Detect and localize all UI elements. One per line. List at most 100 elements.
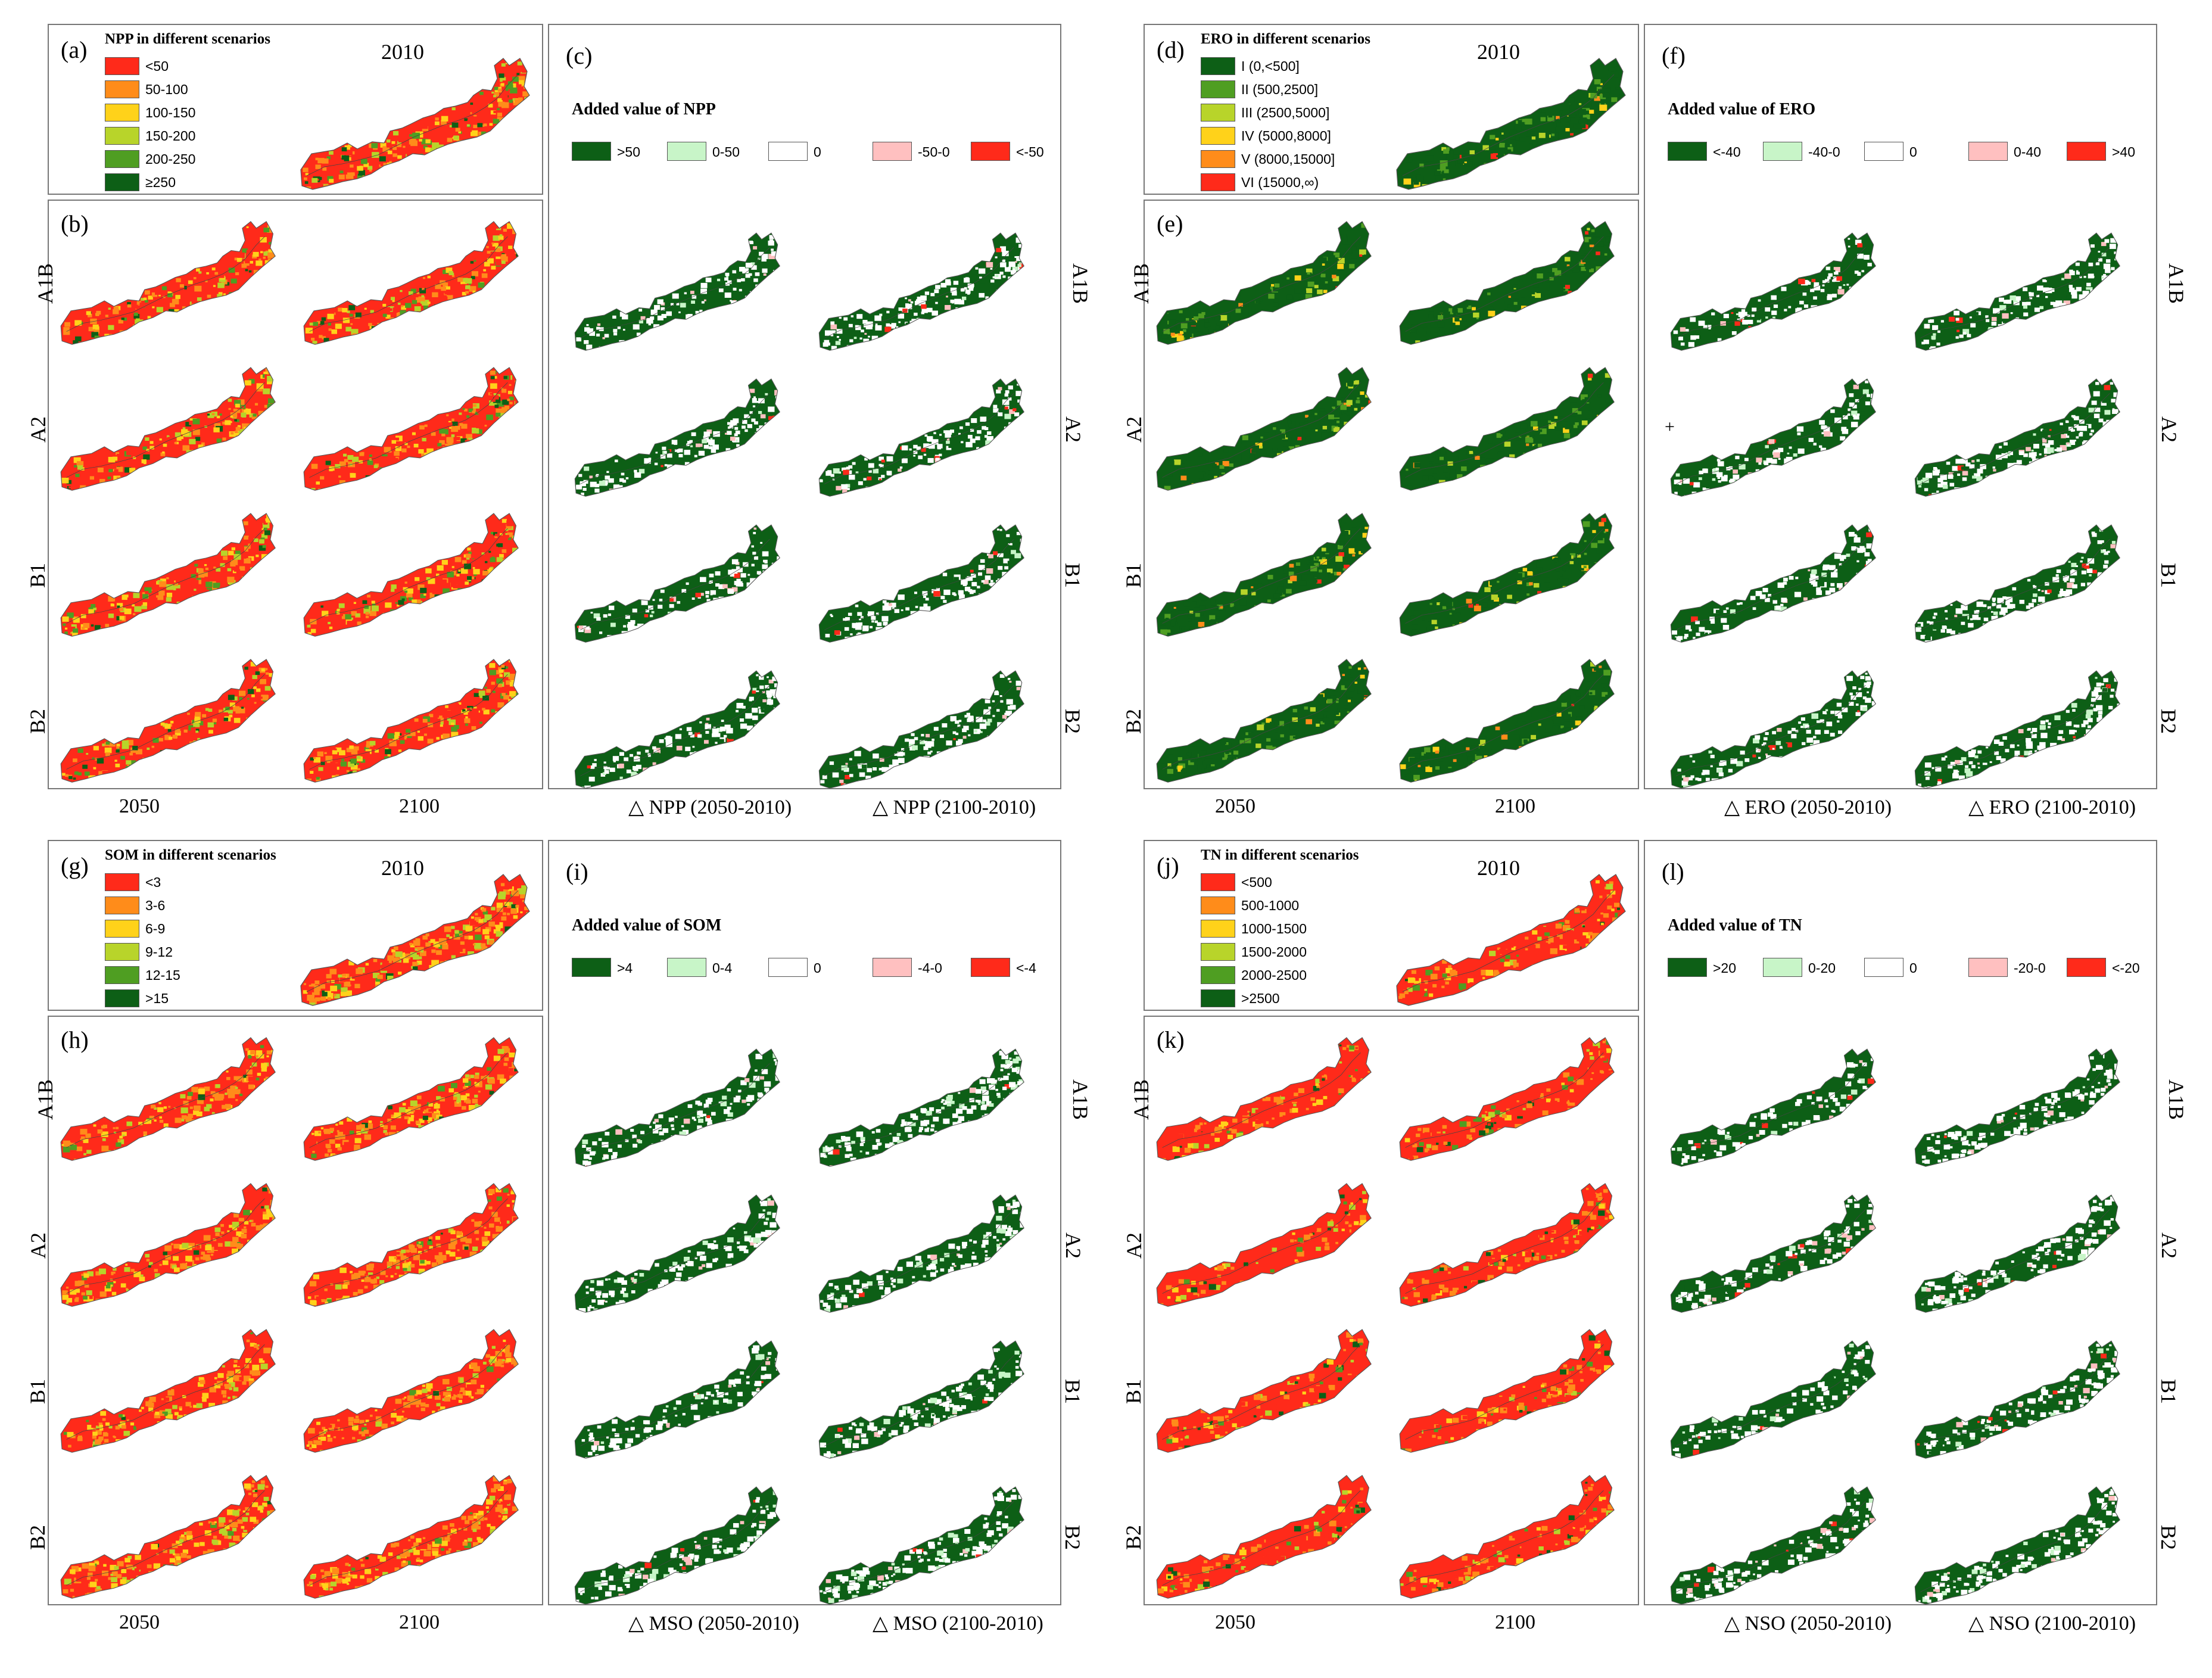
tn-added-title: Added value of TN bbox=[1668, 916, 1802, 935]
tn-added-swatch bbox=[1968, 958, 2008, 977]
npp-added-map-b2-2100 bbox=[818, 670, 1025, 789]
npp-row-label-right-a1b: A1B bbox=[1068, 263, 1093, 304]
npp-added-map-a2-2100 bbox=[818, 378, 1025, 497]
npp-map-b1-2100 bbox=[303, 513, 519, 637]
som-added-map-a1b-2050 bbox=[574, 1048, 781, 1167]
tn-map-a1b-2100 bbox=[1399, 1037, 1615, 1161]
som-map-a2-2050 bbox=[60, 1183, 276, 1307]
tn-legend-swatch bbox=[1201, 920, 1235, 938]
ero-legend-label: IV (5000,8000] bbox=[1241, 128, 1331, 144]
tn-legend-swatch bbox=[1201, 896, 1235, 914]
tn-added-swatch bbox=[2067, 958, 2106, 977]
som-legend-swatch bbox=[105, 873, 139, 891]
som-added-label: 0-4 bbox=[712, 960, 733, 976]
ero-map-a2-2100 bbox=[1399, 367, 1615, 491]
tn-added-label: >20 bbox=[1713, 960, 1737, 976]
ero-map-a1b-2100 bbox=[1399, 221, 1615, 345]
ero-map-a1b-2050 bbox=[1156, 221, 1372, 345]
npp-map-b2-2100 bbox=[303, 659, 519, 783]
ero-row-label-right-b2: B2 bbox=[2157, 708, 2181, 734]
som-map-b1-2050 bbox=[60, 1329, 276, 1453]
tn-map-2010 bbox=[1396, 874, 1626, 1006]
som-row-label-right-b2: B2 bbox=[1061, 1524, 1085, 1551]
tn-legend-label: 500-1000 bbox=[1241, 898, 1300, 913]
ero-added-map-a2-2050 bbox=[1670, 378, 1877, 497]
som-map-2010 bbox=[300, 874, 530, 1006]
tn-legend-swatch bbox=[1201, 943, 1235, 961]
som-added-map-b2-2050 bbox=[574, 1486, 781, 1605]
tn-map-a2-2050 bbox=[1156, 1183, 1372, 1307]
som-added-map-b1-2050 bbox=[574, 1340, 781, 1459]
ero-map-b1-2050 bbox=[1156, 513, 1372, 637]
ero-legend-label: II (500,2500] bbox=[1241, 82, 1319, 97]
som-added-map-b1-2100 bbox=[818, 1340, 1025, 1459]
npp-added-swatch bbox=[667, 142, 706, 161]
tn-legend-swatch bbox=[1201, 873, 1235, 891]
som-row-label-b2: B2 bbox=[26, 1524, 50, 1551]
som-bottom-delta-2100: △ MSO (2100-2010) bbox=[873, 1612, 1043, 1635]
npp-legend-swatch bbox=[105, 57, 139, 75]
npp-legend-swatch bbox=[105, 150, 139, 168]
npp-map-a1b-2100 bbox=[303, 221, 519, 345]
npp-added-swatch bbox=[971, 142, 1010, 161]
ero-legend-swatch bbox=[1201, 57, 1235, 75]
tn-row-label-right-b2: B2 bbox=[2157, 1524, 2181, 1551]
npp-label-b: (b) bbox=[61, 210, 89, 237]
som-legend-title: SOM in different scenarios bbox=[105, 847, 276, 863]
npp-added-label: <-50 bbox=[1016, 144, 1044, 160]
ero-bottom-2050: 2050 bbox=[1215, 795, 1255, 817]
som-row-label-right-a1b: A1B bbox=[1068, 1079, 1093, 1120]
som-map-a2-2100 bbox=[303, 1183, 519, 1307]
tn-added-map-a2-2050 bbox=[1670, 1194, 1877, 1313]
ero-added-swatch bbox=[1763, 142, 1802, 161]
ero-legend-title: ERO in different scenarios bbox=[1201, 31, 1370, 47]
tn-bottom-delta-2100: △ NSO (2100-2010) bbox=[1968, 1612, 2136, 1635]
tn-bottom-delta-2050: △ NSO (2050-2010) bbox=[1724, 1612, 1892, 1635]
tn-map-b1-2050 bbox=[1156, 1329, 1372, 1453]
tn-added-map-b1-2050 bbox=[1670, 1340, 1877, 1459]
tn-row-label-a2: A2 bbox=[1122, 1232, 1146, 1259]
som-legend-swatch bbox=[105, 920, 139, 938]
npp-row-label-right-b1: B1 bbox=[1061, 562, 1085, 589]
som-added-swatch bbox=[873, 958, 912, 977]
ero-base-year: 2010 bbox=[1477, 40, 1520, 64]
npp-map-b1-2050 bbox=[60, 513, 276, 637]
npp-added-label: >50 bbox=[617, 144, 641, 160]
npp-bottom-delta-2050: △ NPP (2050-2010) bbox=[628, 796, 792, 818]
ero-added-map-b2-2050 bbox=[1670, 670, 1877, 789]
npp-added-swatch bbox=[572, 142, 611, 161]
tn-legend-title: TN in different scenarios bbox=[1201, 847, 1359, 863]
ero-added-map-b2-2100 bbox=[1914, 670, 2121, 789]
som-added-map-a2-2050 bbox=[574, 1194, 781, 1313]
som-bottom-2050: 2050 bbox=[119, 1611, 160, 1633]
som-added-swatch bbox=[768, 958, 808, 977]
ero-bottom-2100: 2100 bbox=[1495, 795, 1535, 817]
npp-added-label: 0 bbox=[814, 144, 821, 160]
tn-row-label-right-a1b: A1B bbox=[2164, 1079, 2189, 1120]
npp-row-label-b2: B2 bbox=[26, 708, 50, 734]
npp-added-map-b1-2050 bbox=[574, 524, 781, 643]
som-base-year: 2010 bbox=[381, 856, 424, 880]
som-added-swatch bbox=[572, 958, 611, 977]
som-added-swatch bbox=[667, 958, 706, 977]
som-legend-swatch bbox=[105, 943, 139, 961]
tn-added-map-a1b-2050 bbox=[1670, 1048, 1877, 1167]
som-added-title: Added value of SOM bbox=[572, 916, 722, 935]
ero-added-swatch bbox=[1968, 142, 2008, 161]
som-label-c: (i) bbox=[566, 858, 588, 885]
som-bottom-delta-2050: △ MSO (2050-2010) bbox=[628, 1612, 799, 1635]
som-map-b2-2050 bbox=[60, 1475, 276, 1599]
npp-legend-label: 150-200 bbox=[145, 128, 196, 144]
ero-legend-swatch bbox=[1201, 150, 1235, 168]
tn-row-label-b2: B2 bbox=[1121, 1524, 1146, 1551]
ero-bottom-delta-2050: △ ERO (2050-2010) bbox=[1724, 796, 1892, 818]
tn-added-map-b1-2100 bbox=[1914, 1340, 2121, 1459]
ero-added-label: 0 bbox=[1909, 144, 1917, 160]
ero-added-map-a1b-2050 bbox=[1670, 232, 1877, 351]
som-added-label: >4 bbox=[617, 960, 633, 976]
tn-scenario-box bbox=[1144, 1016, 1639, 1605]
npp-added-label: 0-50 bbox=[712, 144, 740, 160]
tn-added-map-b2-2100 bbox=[1914, 1486, 2121, 1605]
som-row-label-b1: B1 bbox=[26, 1378, 50, 1405]
npp-label-a: (a) bbox=[61, 36, 88, 63]
